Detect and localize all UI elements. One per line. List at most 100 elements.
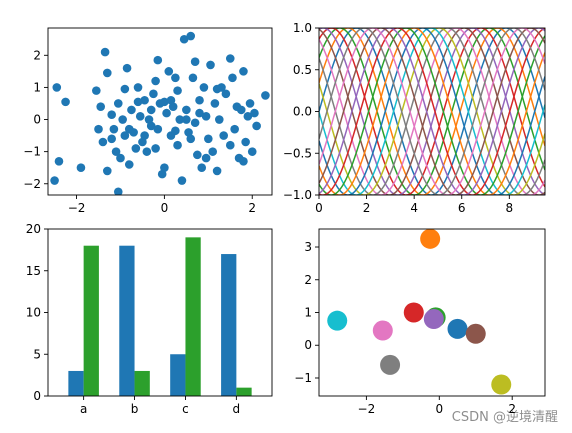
scatter-point bbox=[239, 67, 248, 76]
sine-series-line bbox=[319, 28, 545, 195]
scatter-point bbox=[107, 110, 116, 120]
scatter-point bbox=[171, 126, 180, 136]
scatter-point bbox=[127, 105, 136, 115]
scatter-point bbox=[173, 140, 182, 150]
scatter-point bbox=[61, 97, 70, 107]
scatter-point bbox=[210, 99, 220, 108]
scatter-point bbox=[122, 63, 132, 73]
x-tick-label: d bbox=[233, 402, 241, 416]
scatter-point bbox=[96, 102, 106, 111]
scatter-point bbox=[236, 105, 246, 115]
scatter-point bbox=[113, 99, 123, 108]
scatter-point bbox=[243, 112, 253, 121]
x-tick-label: 2 bbox=[248, 201, 256, 215]
sine-lines-panel: −1.0 −0.5 0.0 0.5 1.0 0 2 4 6 8 bbox=[283, 21, 546, 215]
scatter-point bbox=[199, 83, 209, 92]
colored-scatter-panel: −1 0 1 2 3 −2 0 2 bbox=[294, 228, 546, 416]
scatter-point bbox=[142, 147, 152, 156]
x-tick-label: b bbox=[131, 402, 139, 416]
scatter-point bbox=[153, 124, 163, 134]
colored-point bbox=[447, 318, 468, 339]
scatter-point bbox=[135, 112, 145, 121]
scatter-point bbox=[204, 134, 213, 144]
scatter-point bbox=[164, 67, 174, 76]
scatter-point bbox=[94, 124, 103, 134]
sine-series-line bbox=[319, 28, 545, 195]
sine-series-line bbox=[319, 28, 545, 195]
x-tick-label: a bbox=[80, 402, 87, 416]
scatter-point bbox=[228, 73, 237, 83]
scatter-point bbox=[245, 99, 255, 108]
scatter-point bbox=[92, 86, 101, 95]
y-tick-label: 2 bbox=[304, 273, 312, 287]
y-tick-label: 0.0 bbox=[293, 105, 312, 119]
x-tick-label: 6 bbox=[458, 201, 466, 215]
sine-series-line bbox=[319, 28, 545, 195]
scatter-point bbox=[133, 83, 143, 92]
scatter-point bbox=[261, 91, 270, 100]
scatter-point bbox=[212, 84, 222, 94]
y-tick-label: 10 bbox=[26, 306, 41, 320]
scatter-point bbox=[146, 105, 156, 115]
bar bbox=[221, 254, 237, 396]
x-tick-label: 2 bbox=[363, 201, 371, 215]
scatter-point bbox=[175, 115, 185, 124]
scatter-point bbox=[190, 118, 200, 128]
scatter-point bbox=[120, 84, 130, 94]
scatter-point bbox=[54, 156, 64, 166]
scatter-point bbox=[113, 187, 123, 195]
scatter-point bbox=[116, 153, 125, 163]
scatter-point bbox=[239, 156, 248, 166]
scatter-point bbox=[201, 153, 211, 163]
scatter-point bbox=[182, 105, 191, 115]
scatter-point bbox=[160, 163, 169, 173]
scatter-point bbox=[219, 131, 228, 140]
scatter-point bbox=[124, 160, 134, 169]
scatter-point bbox=[173, 86, 182, 95]
scatter-point bbox=[212, 166, 222, 176]
colored-points bbox=[327, 229, 512, 395]
colored-point bbox=[420, 229, 441, 249]
scatter-point bbox=[177, 176, 187, 185]
sine-series-line bbox=[319, 28, 545, 195]
scatter-point bbox=[250, 108, 259, 118]
scatter-point bbox=[206, 60, 215, 70]
scatter-point bbox=[221, 89, 231, 99]
scatter-point bbox=[100, 47, 110, 57]
scatter-point bbox=[225, 54, 235, 63]
scatter-point bbox=[98, 137, 108, 147]
y-tick-label: −0.5 bbox=[283, 146, 312, 160]
x-tick-label: 4 bbox=[410, 201, 418, 215]
x-tick-label: 2 bbox=[508, 402, 516, 416]
x-tick-label: 8 bbox=[505, 201, 513, 215]
scatter-point bbox=[109, 124, 119, 134]
scatter-point bbox=[179, 34, 189, 44]
colored-point bbox=[372, 320, 393, 341]
x-tick-label: 0 bbox=[315, 201, 323, 215]
scatter-point bbox=[182, 115, 191, 124]
scatter-point bbox=[252, 121, 261, 131]
sine-series-line bbox=[319, 28, 545, 195]
scatter-point bbox=[195, 95, 204, 105]
sine-series-line bbox=[319, 28, 545, 195]
y-tick-label: 0.5 bbox=[293, 63, 312, 77]
scatter-point bbox=[225, 140, 235, 150]
scatter-point bbox=[76, 163, 86, 173]
scatter-point bbox=[193, 150, 202, 160]
x-tick-label: c bbox=[182, 402, 189, 416]
y-tick-label: 2 bbox=[33, 48, 41, 62]
sine-series-line bbox=[319, 28, 545, 195]
x-tick-label: 0 bbox=[435, 402, 443, 416]
colored-point bbox=[327, 310, 348, 331]
colored-point bbox=[403, 302, 424, 323]
scatter-point bbox=[146, 121, 156, 131]
sine-series-line bbox=[319, 28, 545, 195]
scatter-point bbox=[160, 97, 169, 107]
sine-series-line bbox=[319, 28, 545, 195]
x-tick-label: 0 bbox=[161, 201, 169, 215]
scatter-point bbox=[153, 55, 163, 65]
scatter-point bbox=[190, 57, 200, 67]
sine-series-line bbox=[319, 28, 545, 195]
watermark: CSDN @逆境清醒 bbox=[451, 410, 558, 425]
